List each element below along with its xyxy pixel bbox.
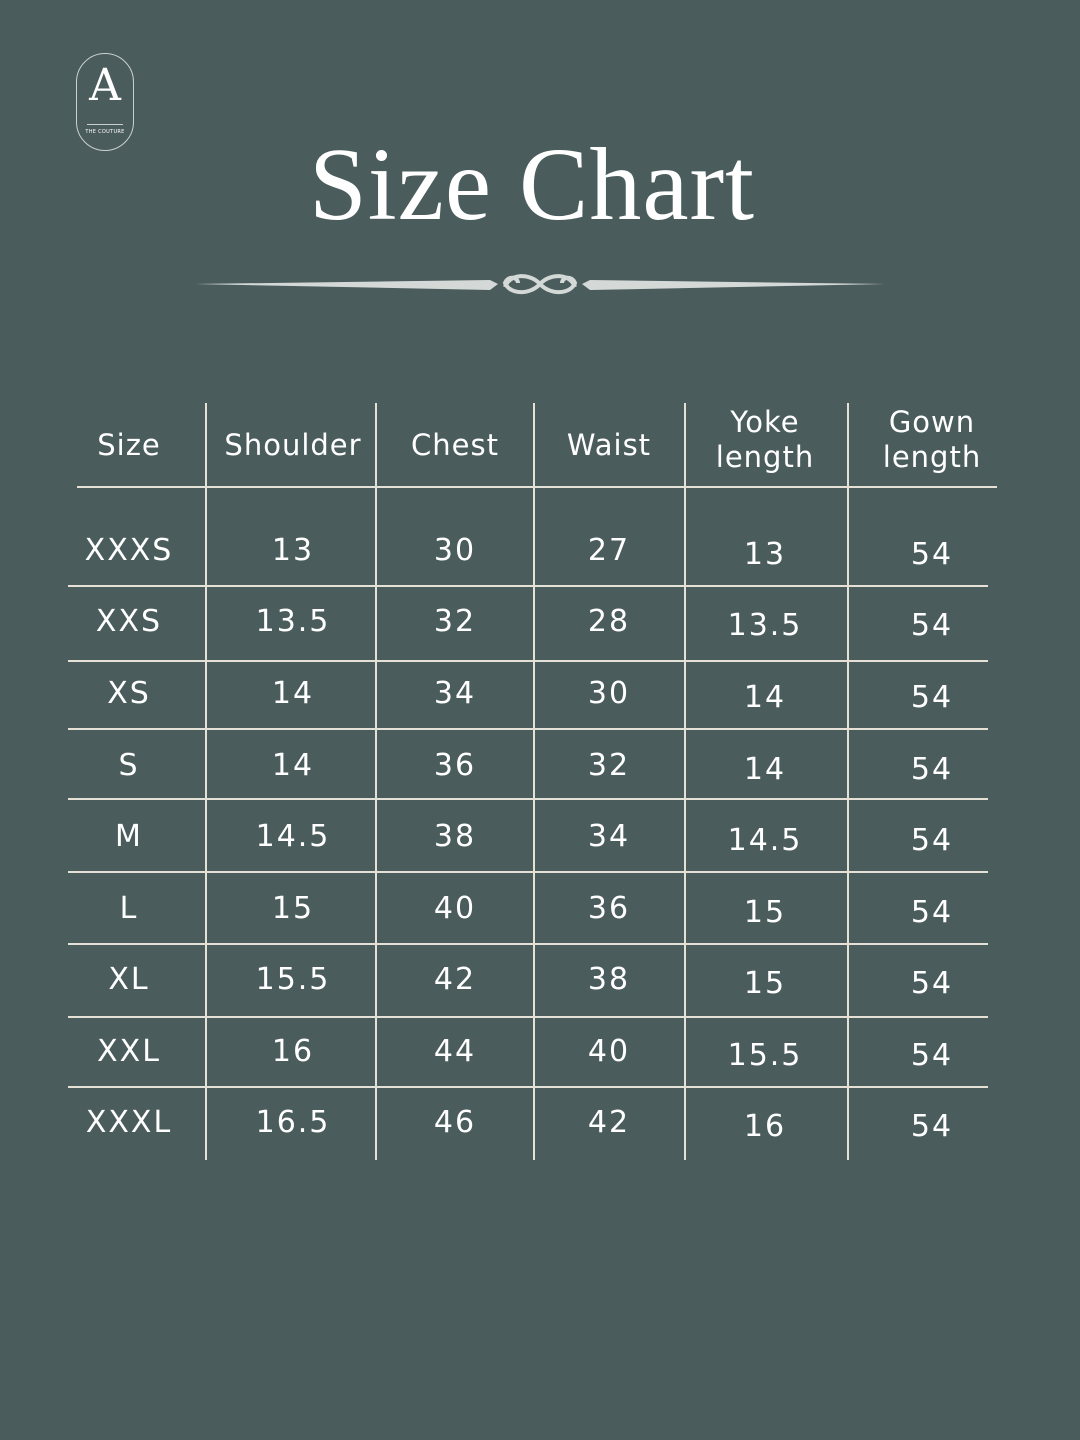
row-divider <box>68 1086 988 1088</box>
measurement-cell: 54 <box>910 752 954 787</box>
size-label: XXS <box>95 604 163 639</box>
row-divider <box>68 660 988 662</box>
measurement-cell: 40 <box>433 891 477 926</box>
column-divider <box>533 403 535 1160</box>
measurement-cell: 27 <box>587 533 631 568</box>
row-divider <box>68 943 988 945</box>
measurement-cell: 15 <box>743 895 787 930</box>
measurement-cell: 13.5 <box>255 604 331 639</box>
row-divider <box>68 728 988 730</box>
logo-divider <box>87 124 123 125</box>
measurement-cell: 15.5 <box>727 1038 803 1073</box>
size-label: XL <box>108 962 150 997</box>
page-title: Size Chart <box>308 127 756 242</box>
measurement-cell: 46 <box>433 1105 477 1140</box>
measurement-cell: 38 <box>433 819 477 854</box>
measurement-cell: 40 <box>587 1034 631 1069</box>
measurement-cell: 54 <box>910 537 954 572</box>
measurement-cell: 15 <box>271 891 315 926</box>
measurement-cell: 42 <box>433 962 477 997</box>
logo-tagline: THE COUTURE <box>85 129 125 135</box>
row-divider <box>68 798 988 800</box>
brand-logo: A THE COUTURE <box>76 53 134 151</box>
measurement-cell: 42 <box>587 1105 631 1140</box>
column-divider <box>205 403 207 1160</box>
measurement-cell: 30 <box>587 676 631 711</box>
size-label: M <box>115 819 143 854</box>
measurement-cell: 14 <box>743 752 787 787</box>
size-label: L <box>119 891 139 926</box>
column-header: Size <box>97 428 161 462</box>
column-header: Waist <box>566 428 652 462</box>
column-header: Shoulder <box>224 428 362 462</box>
column-header: length <box>882 440 982 474</box>
measurement-cell: 54 <box>910 823 954 858</box>
measurement-cell: 14.5 <box>727 823 803 858</box>
measurement-cell: 54 <box>910 680 954 715</box>
size-label: XXXL <box>85 1105 173 1140</box>
measurement-cell: 14 <box>271 676 315 711</box>
column-header: Gown <box>888 405 976 439</box>
measurement-cell: 36 <box>433 748 477 783</box>
measurement-cell: 28 <box>587 604 631 639</box>
measurement-cell: 14 <box>271 748 315 783</box>
column-header: Chest <box>411 428 499 462</box>
measurement-cell: 54 <box>910 966 954 1001</box>
measurement-cell: 54 <box>910 1109 954 1144</box>
measurement-cell: 30 <box>433 533 477 568</box>
measurement-cell: 54 <box>910 608 954 643</box>
measurement-cell: 16 <box>271 1034 315 1069</box>
ornament-divider <box>195 274 885 295</box>
measurement-cell: 38 <box>587 962 631 997</box>
measurement-cell: 13 <box>271 533 315 568</box>
column-divider <box>684 403 686 1160</box>
measurement-cell: 14.5 <box>255 819 331 854</box>
measurement-cell: 54 <box>910 895 954 930</box>
column-divider <box>847 403 849 1160</box>
size-label: XXL <box>97 1034 161 1069</box>
measurement-cell: 34 <box>433 676 477 711</box>
measurement-cell: 32 <box>587 748 631 783</box>
measurement-cell: 13.5 <box>727 608 803 643</box>
measurement-cell: 13 <box>743 537 787 572</box>
measurement-cell: 15 <box>743 966 787 1001</box>
measurement-cell: 32 <box>433 604 477 639</box>
measurement-cell: 16 <box>743 1109 787 1144</box>
column-header: Yoke <box>730 405 800 439</box>
row-divider <box>68 871 988 873</box>
size-label: XS <box>107 676 151 711</box>
row-divider <box>68 585 988 587</box>
measurement-cell: 36 <box>587 891 631 926</box>
measurement-cell: 16.5 <box>255 1105 331 1140</box>
size-label: XXXS <box>84 533 174 568</box>
size-label: S <box>118 748 140 783</box>
measurement-cell: 54 <box>910 1038 954 1073</box>
measurement-cell: 44 <box>433 1034 477 1069</box>
measurement-cell: 34 <box>587 819 631 854</box>
row-divider <box>68 1016 988 1018</box>
logo-letter: A <box>89 60 121 111</box>
header-divider <box>77 486 997 488</box>
measurement-cell: 14 <box>743 680 787 715</box>
measurement-cell: 15.5 <box>255 962 331 997</box>
column-header: length <box>715 440 815 474</box>
column-divider <box>375 403 377 1160</box>
